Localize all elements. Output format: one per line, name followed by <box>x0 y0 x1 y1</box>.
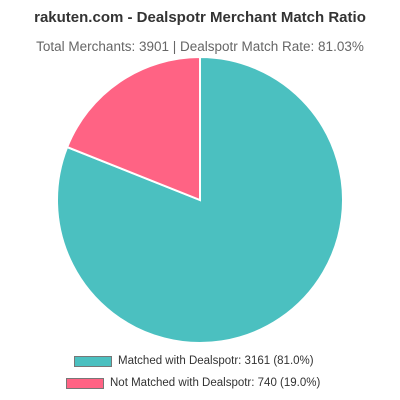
legend-swatch-not-matched <box>66 377 104 389</box>
legend-swatch-matched <box>74 355 112 367</box>
legend-label-matched: Matched with Dealspotr: 3161 (81.0%) <box>118 355 314 367</box>
chart-subtitle: Total Merchants: 3901 | Dealspotr Match … <box>36 39 364 54</box>
legend-item-not-matched[interactable]: Not Matched with Dealspotr: 740 (19.0%) <box>66 375 320 391</box>
chart-title: rakuten.com - Dealspotr Merchant Match R… <box>34 9 366 26</box>
legend-item-matched[interactable]: Matched with Dealspotr: 3161 (81.0%) <box>74 353 314 369</box>
pie-slice-not-matched[interactable] <box>65 55 201 202</box>
legend-label-not-matched: Not Matched with Dealspotr: 740 (19.0%) <box>110 377 321 389</box>
